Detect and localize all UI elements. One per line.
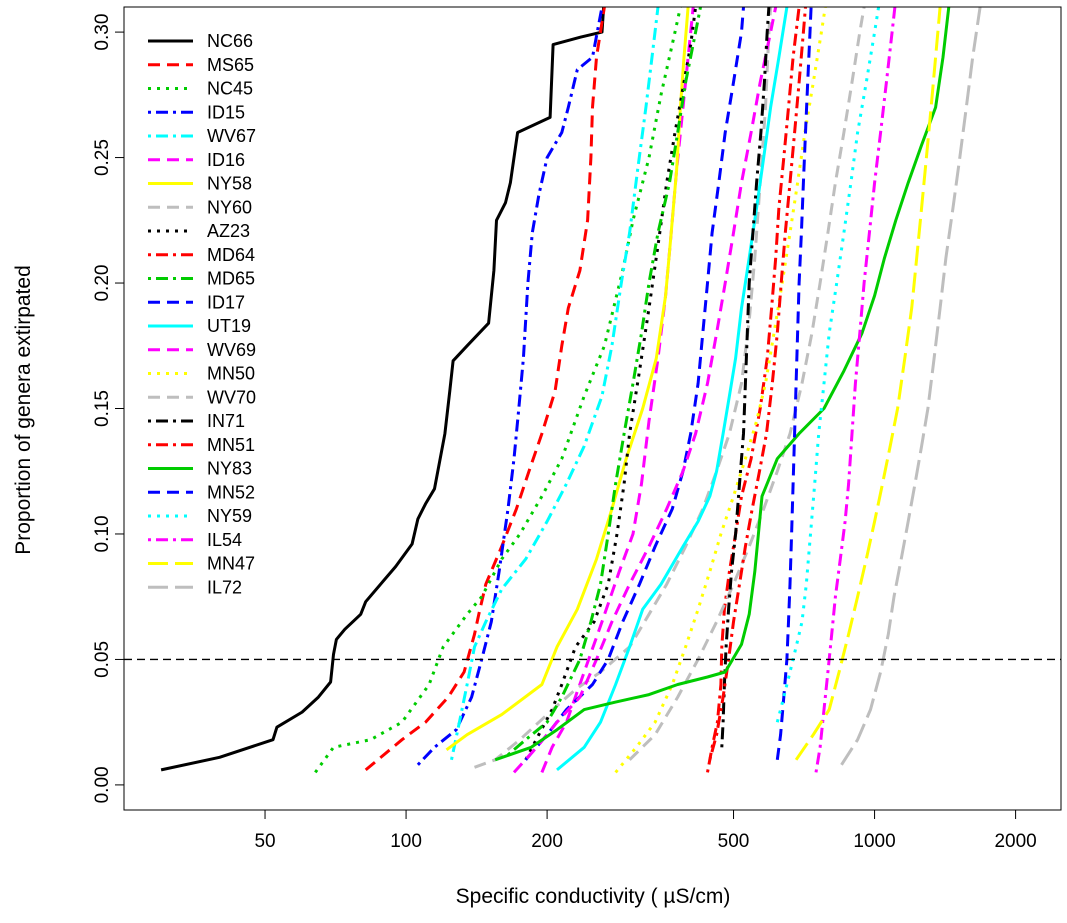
series-line-wv69 xyxy=(512,7,778,774)
series-line-id15 xyxy=(416,7,604,766)
legend-label-ny59: NY59 xyxy=(207,506,252,526)
x-tick-label-200: 200 xyxy=(531,831,563,852)
x-tick-label-2000: 2000 xyxy=(994,831,1036,852)
series-line-ms65 xyxy=(364,7,606,772)
plot-frame xyxy=(123,6,1062,811)
y-tick-label-0-30: 0.30 xyxy=(92,14,113,51)
legend-label-id15: ID15 xyxy=(207,102,245,122)
y-tick-label-0-00: 0.00 xyxy=(92,766,113,803)
x-tick-label-500: 500 xyxy=(718,831,750,852)
x-axis: 50 100 200 500 1000 2000 xyxy=(254,809,1037,852)
legend-label-nc45: NC45 xyxy=(207,79,253,99)
legend-label-mn52: MN52 xyxy=(207,482,255,502)
legend-label-wv70: WV70 xyxy=(207,387,256,407)
series-line-nc66 xyxy=(160,7,606,772)
legend-label-ms65: MS65 xyxy=(207,55,254,75)
legend-label-ny58: NY58 xyxy=(207,174,252,194)
legend-label-az23: AZ23 xyxy=(207,221,250,241)
series-line-md65 xyxy=(507,7,702,756)
series-line-ny58 xyxy=(445,7,690,752)
legend-label-id17: ID17 xyxy=(207,292,245,312)
legend-label-ny83: NY83 xyxy=(207,459,252,479)
x-tick-label-50: 50 xyxy=(254,831,275,852)
x-tick-label-1000: 1000 xyxy=(853,831,895,852)
y-tick-label-0-10: 0.10 xyxy=(92,515,113,552)
legend-label-md65: MD65 xyxy=(207,269,255,289)
legend-label-mn51: MN51 xyxy=(207,435,255,455)
legend-label-wv67: WV67 xyxy=(207,126,256,146)
series-line-mn51 xyxy=(708,7,807,761)
series-line-ny83 xyxy=(494,7,951,762)
legend-label-md64: MD64 xyxy=(207,245,255,265)
series-line-ut19 xyxy=(556,7,789,772)
y-tick-label-0-15: 0.15 xyxy=(92,390,113,427)
y-axis: 0.00 0.05 0.10 0.15 0.20 0.25 0.30 xyxy=(92,14,125,803)
y-tick-label-0-20: 0.20 xyxy=(92,265,113,302)
legend-label-ut19: UT19 xyxy=(207,316,251,336)
x-axis-title: Specific conductivity ( µS/cm) xyxy=(456,885,731,908)
series-line-mn47 xyxy=(794,7,942,761)
series-line-wv67 xyxy=(450,7,660,761)
series-line-il72 xyxy=(840,7,982,766)
series-line-in71 xyxy=(720,7,771,748)
legend-label-mn50: MN50 xyxy=(207,364,255,384)
series-line-ny59 xyxy=(775,7,881,723)
legend-label-mn47: MN47 xyxy=(207,554,255,574)
series-line-id17 xyxy=(524,7,745,761)
series-line-il54 xyxy=(814,7,897,773)
legend: NC66 MS65 NC45 ID15 WV67 ID16 NY58 NY60 AZ23 MD64… xyxy=(148,31,256,597)
legend-label-id16: ID16 xyxy=(207,150,245,170)
y-tick-label-0-05: 0.05 xyxy=(92,641,113,678)
legend-label-in71: IN71 xyxy=(207,411,245,431)
legend-label-il54: IL54 xyxy=(207,530,242,550)
x-tick-label-100: 100 xyxy=(390,831,422,852)
legend-label-il72: IL72 xyxy=(207,577,242,597)
legend-label-nc66: NC66 xyxy=(207,31,253,51)
y-tick-label-0-25: 0.25 xyxy=(92,139,113,176)
series-line-az23 xyxy=(524,7,698,761)
series-layer xyxy=(160,7,982,774)
legend-label-wv69: WV69 xyxy=(207,340,256,360)
y-axis-title: Proportion of genera extirpated xyxy=(12,265,35,555)
legend-label-ny60: NY60 xyxy=(207,197,252,217)
series-line-md64 xyxy=(706,7,801,773)
series-line-mn52 xyxy=(775,7,813,760)
